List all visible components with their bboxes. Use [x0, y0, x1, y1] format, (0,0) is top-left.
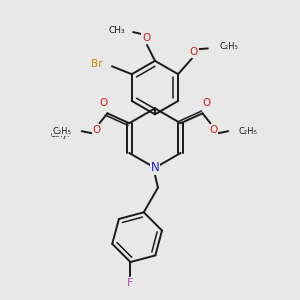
- Text: CH₃: CH₃: [109, 26, 125, 34]
- Text: C₂H₅: C₂H₅: [238, 127, 257, 136]
- Text: Br: Br: [91, 59, 102, 69]
- Text: O: O: [209, 125, 217, 135]
- Text: O: O: [190, 47, 198, 57]
- Text: C₂H₅: C₂H₅: [53, 127, 72, 136]
- Text: O: O: [99, 98, 108, 108]
- Text: O: O: [202, 98, 211, 108]
- Text: O: O: [142, 33, 150, 43]
- Text: N: N: [151, 161, 159, 174]
- Text: ethyl: ethyl: [50, 130, 70, 139]
- Text: C₂H₅: C₂H₅: [220, 42, 238, 51]
- Text: F: F: [127, 278, 134, 288]
- Text: O: O: [92, 125, 101, 135]
